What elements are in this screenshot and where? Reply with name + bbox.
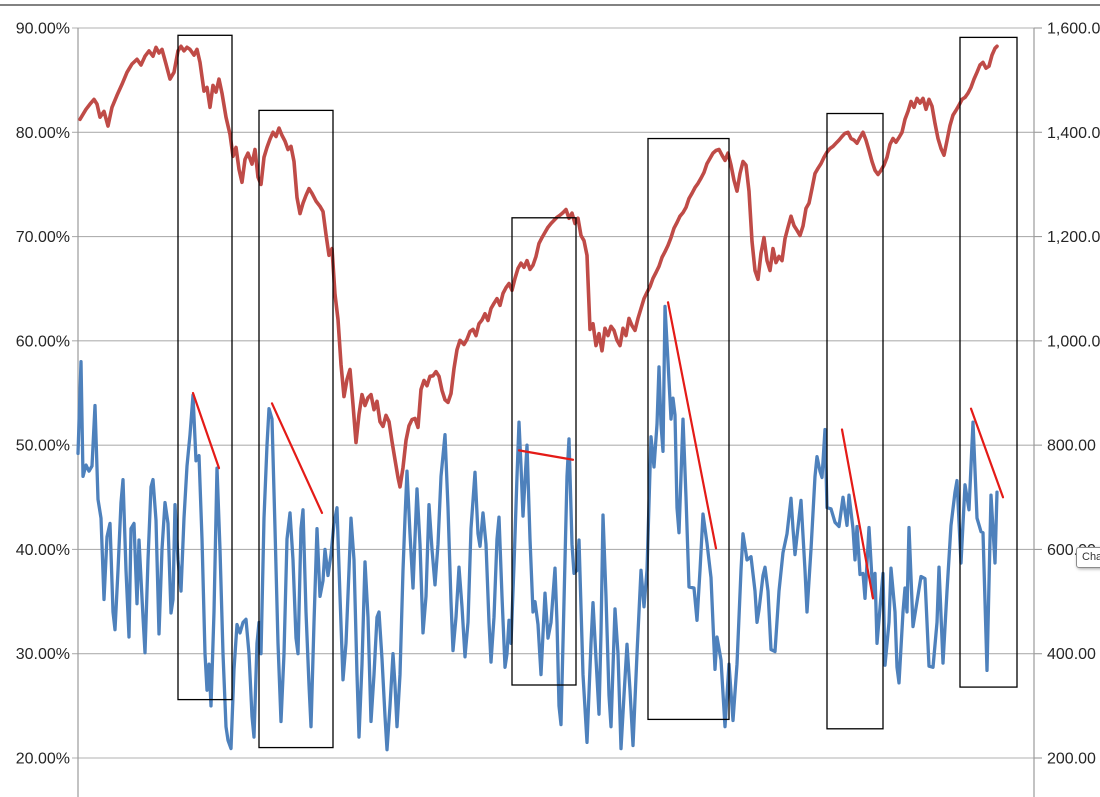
- left-axis-label-80.00%: 80.00%: [16, 125, 70, 142]
- annotation-rectangle-3[interactable]: [511, 217, 577, 686]
- annotation-rectangle-1[interactable]: [177, 34, 233, 701]
- annotation-rectangle-4[interactable]: [647, 137, 730, 721]
- left-axis-label-40.00%: 40.00%: [16, 542, 70, 559]
- trendline-1[interactable]: [191, 391, 221, 470]
- trendline-3[interactable]: [517, 449, 575, 461]
- right-axis-label-1,000.00: 1,000.00: [1047, 333, 1100, 350]
- trendline-6[interactable]: [969, 407, 1005, 499]
- right-axis-label-1,400.00: 1,400.00: [1047, 125, 1100, 142]
- left-axis-label-60.00%: 60.00%: [16, 333, 70, 350]
- left-axis-label-20.00%: 20.00%: [16, 751, 70, 768]
- chart-area-tooltip: Cha: [1076, 547, 1100, 568]
- left-axis-label-30.00%: 30.00%: [16, 646, 70, 663]
- trendline-4[interactable]: [666, 301, 718, 550]
- annotation-rectangle-6[interactable]: [959, 36, 1018, 688]
- right-axis-label-400.00: 400.00: [1047, 646, 1096, 663]
- trendline-2[interactable]: [270, 402, 324, 515]
- trendline-5[interactable]: [840, 428, 875, 600]
- annotation-rectangle-2[interactable]: [258, 109, 334, 749]
- right-axis-label-1,600.00: 1,600.00: [1047, 21, 1100, 38]
- percent-indicator-series-line[interactable]: [76, 304, 999, 752]
- index-price-series-line[interactable]: [78, 44, 999, 489]
- annotation-rectangle-5[interactable]: [826, 112, 884, 730]
- right-axis-label-800.00: 800.00: [1047, 438, 1096, 455]
- right-axis-label-200.00: 200.00: [1047, 751, 1096, 768]
- left-axis-label-50.00%: 50.00%: [16, 438, 70, 455]
- left-axis-label-90.00%: 90.00%: [16, 21, 70, 38]
- left-axis-label-70.00%: 70.00%: [16, 229, 70, 246]
- right-axis-label-1,200.00: 1,200.00: [1047, 229, 1100, 246]
